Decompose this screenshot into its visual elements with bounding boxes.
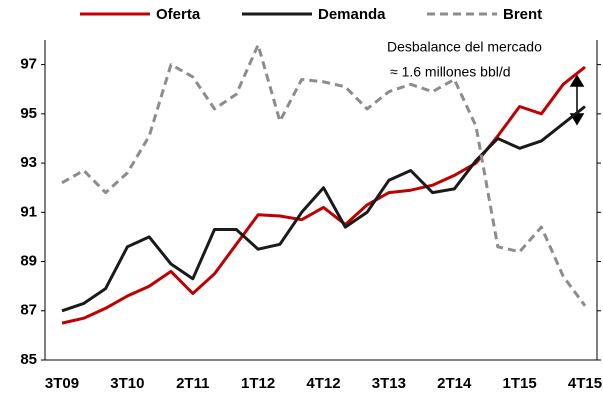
x-tick-label: 4T12 (306, 375, 340, 392)
annotation: ≈ 1.6 millones bbl/d (390, 64, 511, 80)
legend-label: Demanda (318, 6, 386, 23)
annotation: Desbalance del mercado (387, 39, 542, 55)
y-tick-label: 93 (20, 154, 37, 171)
x-tick-label: 2T11 (176, 375, 209, 392)
x-tick-label: 3T13 (372, 375, 406, 392)
double-arrow (569, 74, 585, 126)
legend-label: Brent (503, 6, 542, 23)
y-tick-label: 87 (20, 302, 37, 319)
legend-label: Oferta (156, 6, 201, 23)
x-tick-label: 3T10 (110, 375, 144, 392)
y-tick-label: 97 (20, 56, 37, 73)
series-line (61, 105, 586, 313)
y-tick-label: 91 (20, 203, 37, 220)
x-tick-label: 1T12 (241, 375, 275, 392)
y-tick-label: 89 (20, 253, 37, 270)
y-tick-label: 95 (20, 105, 37, 122)
x-tick-label: 1T15 (503, 375, 537, 392)
y-tick-label: 85 (20, 351, 37, 368)
x-tick-label: 3T09 (45, 375, 79, 392)
series-line (61, 65, 586, 325)
x-tick-label: 2T14 (437, 375, 472, 392)
x-tick-label: 4T15 (568, 375, 602, 392)
series-line (61, 43, 587, 307)
